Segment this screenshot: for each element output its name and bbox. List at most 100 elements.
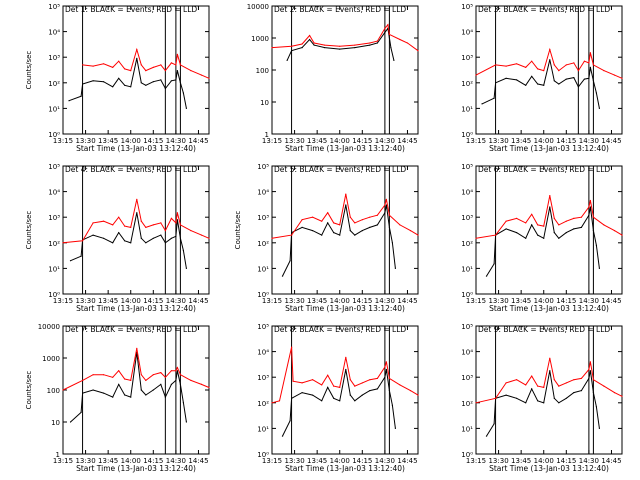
series-events-point [549,370,551,372]
series-lld-point [361,382,363,384]
series-events-point [92,80,94,82]
series-lld-point [301,219,303,221]
series-lld-point [140,64,142,66]
series-events-point [179,82,181,84]
series-events-point [80,95,82,97]
series-lld-point [136,198,138,200]
series-events-point [589,370,592,372]
series-events-point [118,77,120,79]
series-lld-point [621,395,623,397]
y-tick-label: 10⁵ [461,323,473,331]
series-lld-point [145,70,147,72]
series-events-point [543,84,545,86]
panel-det-2: 1 10 100 1000 10000 13:15 13:30 13:45 14:00 14:15… [247,3,419,153]
series-events-point [92,234,94,236]
series-lld-point [92,65,94,67]
series-lld-point [531,213,533,215]
series-lld-point [145,226,147,228]
series-lld-point [152,374,154,376]
series-lld-point [170,370,172,372]
series-lld-point [103,63,105,65]
y-tick-label: 10⁴ [48,29,60,37]
series-lld-point [592,64,595,66]
series-lld-point [271,237,273,239]
x-tick-label: 13:45 [511,457,531,465]
panel-title: Det 5: BLACK = Events, RED = LLD [274,165,406,174]
series-lld-point [112,376,114,378]
x-tick-label: 13:45 [307,297,327,305]
x-tick-label: 14:30 [579,457,599,465]
series-lld-point [417,234,419,236]
series-events-point [327,222,329,224]
series-events-point [179,383,181,385]
series-lld-point [580,377,583,379]
x-tick-label: 13:15 [262,457,282,465]
series-lld-point [369,379,371,381]
y-tick-label: 10² [461,400,473,408]
series-events-point [553,232,555,234]
series-lld-point [621,234,623,236]
series-events-point [124,84,126,86]
series-lld-point [112,224,114,226]
series-lld-point [558,224,560,226]
series-events-point [394,267,396,269]
x-tick-label: 14:30 [579,297,599,305]
series-events-point [354,234,356,236]
series-lld-point [160,222,162,224]
y-tick-label: 10⁰ [48,131,60,139]
y-tick-label: 10⁰ [461,291,473,299]
series-events-point [182,92,184,94]
series-lld-point [543,70,545,72]
series-lld-point [573,217,575,219]
x-tick-label: 14:15 [143,457,163,465]
y-tick-label: 10² [461,80,473,88]
y-tick-label: 10⁰ [257,451,269,459]
series-lld-point [301,382,303,384]
series-events-point [182,402,184,404]
series-lld-point [592,216,595,218]
series-events-point [565,397,567,399]
series-lld-point [573,379,575,381]
series-lld-point [140,220,142,222]
series-events-point [354,400,356,402]
series-lld-point [208,237,210,239]
y-axis-label: Counts/sec [25,51,33,90]
series-events-point [537,83,539,85]
series-lld-point [345,193,347,195]
series-events-point [549,59,551,61]
series-events-point [136,212,138,214]
series-events-point [312,230,314,232]
series-lld-point [339,45,341,47]
x-tick-label: 14:45 [601,297,621,305]
series-events-point [592,392,595,394]
x-tick-label: 13:15 [53,457,73,465]
y-tick-label: 10⁵ [48,3,60,11]
series-lld-point [291,234,293,236]
series-lld-point [495,64,497,66]
series-events-point [175,79,177,81]
series-events-point [164,242,166,244]
x-tick-label: 13:45 [98,297,118,305]
x-tick-label: 14:15 [556,457,576,465]
x-tick-label: 14:45 [601,457,621,465]
y-tick-label: 10000 [38,323,60,331]
series-events-point [385,368,387,371]
series-events-point [385,204,387,206]
series-lld-point [354,385,356,387]
series-lld-point [92,222,94,224]
series-lld-point [531,60,533,62]
series-events-point [339,400,341,402]
series-events-point [160,383,162,385]
y-tick-label: 1000 [42,355,60,363]
y-tick-label: 10⁵ [461,163,473,171]
series-lld-line [271,194,419,239]
series-lld-point [385,198,387,200]
series-events-point [565,78,567,80]
series-lld-point [164,70,166,72]
series-lld-point [537,385,539,387]
series-lld-point [62,242,64,244]
x-tick-label: 13:30 [75,137,95,145]
series-lld-point [588,206,590,208]
